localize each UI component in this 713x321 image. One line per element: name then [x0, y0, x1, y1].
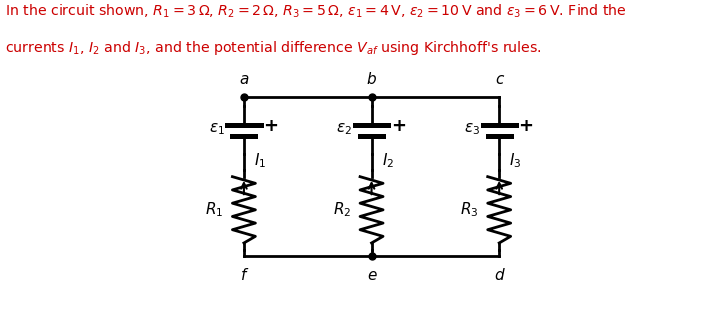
Text: +: + [263, 117, 278, 135]
Text: c: c [495, 72, 503, 87]
Text: $R_3$: $R_3$ [461, 201, 478, 219]
Text: $R_1$: $R_1$ [205, 201, 223, 219]
Text: currents $I_1$, $I_2$ and $I_3$, and the potential difference $V_{af}$ using Kir: currents $I_1$, $I_2$ and $I_3$, and the… [4, 39, 541, 57]
Text: In the circuit shown, $R_1 = 3\,\Omega$, $R_2 = 2\,\Omega$, $R_3 = 5\,\Omega$, $: In the circuit shown, $R_1 = 3\,\Omega$,… [4, 3, 627, 20]
Text: +: + [518, 117, 533, 135]
Text: +: + [391, 117, 406, 135]
Text: $\varepsilon_1$: $\varepsilon_1$ [209, 121, 225, 136]
Text: e: e [367, 268, 376, 283]
Text: $R_2$: $R_2$ [333, 201, 351, 219]
Text: $I_1$: $I_1$ [254, 151, 267, 170]
Text: $I_3$: $I_3$ [509, 151, 522, 170]
Text: d: d [494, 268, 504, 283]
Text: $I_2$: $I_2$ [381, 151, 394, 170]
Text: f: f [241, 268, 247, 283]
Text: $\varepsilon_3$: $\varepsilon_3$ [464, 121, 480, 136]
Text: a: a [240, 72, 249, 87]
Text: $\varepsilon_2$: $\varepsilon_2$ [337, 121, 352, 136]
Text: b: b [366, 72, 376, 87]
